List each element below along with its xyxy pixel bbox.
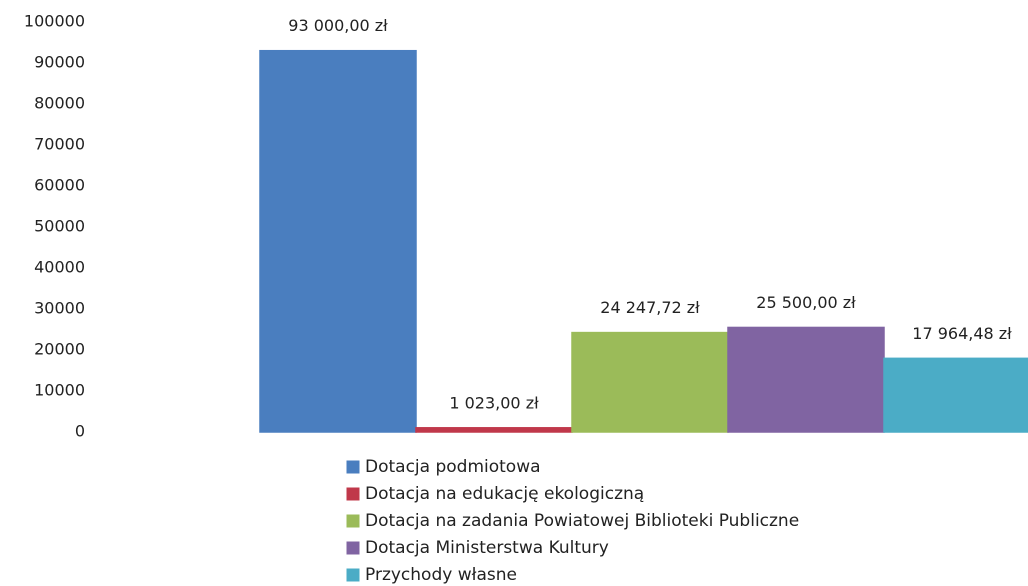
- y-tick-label: 70000: [34, 135, 85, 154]
- y-tick-label: 90000: [34, 53, 85, 72]
- legend-label: Przychody własne: [365, 565, 517, 585]
- legend-swatch: [346, 541, 360, 555]
- legend-swatch: [346, 568, 360, 582]
- bar: [883, 357, 1028, 433]
- y-tick-label: 100000: [24, 12, 85, 31]
- legend-swatch: [346, 460, 360, 474]
- bar: [727, 326, 885, 433]
- y-tick-label: 80000: [34, 94, 85, 113]
- value-label: 1 023,00 zł: [449, 393, 539, 412]
- bar: [571, 331, 729, 433]
- bar: [415, 427, 573, 433]
- legend-label: Dotacja podmiotowa: [365, 457, 541, 477]
- value-label: 24 247,72 zł: [600, 298, 700, 317]
- y-tick-label: 0: [75, 422, 85, 441]
- value-label: 93 000,00 zł: [288, 16, 388, 35]
- value-label: 25 500,00 zł: [756, 293, 856, 312]
- y-tick-label: 60000: [34, 176, 85, 195]
- y-tick-label: 50000: [34, 217, 85, 236]
- bar: [259, 49, 417, 433]
- legend-label: Dotacja na edukację ekologiczną: [365, 484, 644, 504]
- legend-swatch: [346, 487, 360, 501]
- y-tick-label: 20000: [34, 340, 85, 359]
- y-tick-label: 30000: [34, 299, 85, 318]
- value-label: 17 964,48 zł: [912, 324, 1012, 343]
- y-tick-label: 10000: [34, 381, 85, 400]
- legend-label: Dotacja na zadania Powiatowej Biblioteki…: [365, 511, 799, 531]
- legend-swatch: [346, 514, 360, 528]
- y-tick-label: 40000: [34, 258, 85, 277]
- legend-label: Dotacja Ministerstwa Kultury: [365, 538, 609, 558]
